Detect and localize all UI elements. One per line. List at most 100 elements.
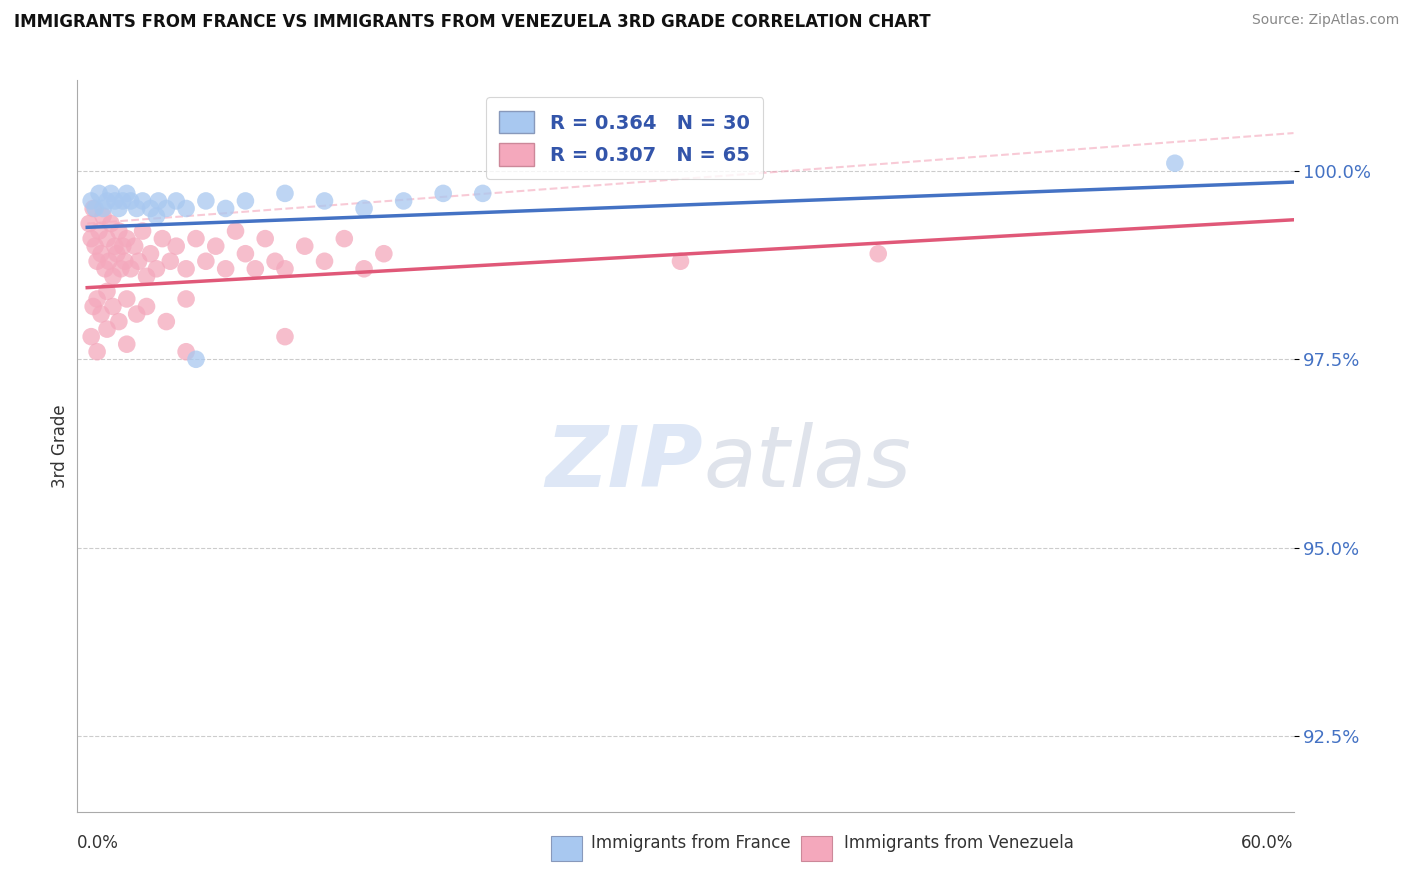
Point: [204, 239, 226, 253]
Point: [87, 224, 110, 238]
Point: [114, 254, 136, 268]
Point: [110, 261, 132, 276]
Point: [82, 202, 104, 216]
Point: [139, 246, 162, 260]
Point: [87, 186, 110, 201]
Point: [314, 254, 336, 268]
Point: [333, 232, 356, 246]
Point: [159, 254, 181, 268]
Point: [174, 344, 197, 359]
Point: [104, 239, 127, 253]
Text: Source: ZipAtlas.com: Source: ZipAtlas.com: [1251, 13, 1399, 28]
Point: [91, 202, 114, 216]
Point: [174, 292, 197, 306]
Point: [139, 202, 162, 216]
Point: [165, 194, 187, 208]
Point: [96, 285, 118, 299]
Point: [100, 186, 122, 201]
Point: [353, 261, 375, 276]
Point: [125, 307, 148, 321]
Point: [108, 202, 131, 216]
Point: [96, 194, 118, 208]
Point: [84, 239, 107, 253]
Point: [392, 194, 415, 208]
Point: [84, 202, 107, 216]
Point: [145, 209, 167, 223]
Point: [111, 194, 134, 208]
Point: [194, 254, 217, 268]
Point: [353, 202, 375, 216]
Point: [91, 209, 114, 223]
Point: [108, 315, 131, 329]
Point: [77, 217, 100, 231]
Point: [150, 232, 173, 246]
Point: [254, 232, 277, 246]
Point: [294, 239, 316, 253]
Point: [128, 254, 150, 268]
Point: [82, 300, 104, 314]
Point: [115, 232, 138, 246]
Point: [115, 186, 138, 201]
Point: [90, 307, 112, 321]
Point: [98, 254, 121, 268]
Point: [115, 292, 138, 306]
Point: [86, 344, 108, 359]
Point: [90, 246, 112, 260]
Point: [124, 239, 146, 253]
Point: [100, 217, 122, 231]
Point: [214, 261, 236, 276]
Point: [174, 261, 197, 276]
Point: [868, 246, 890, 260]
Point: [194, 194, 217, 208]
Point: [111, 239, 134, 253]
Point: [120, 261, 142, 276]
Point: [96, 232, 118, 246]
Point: [135, 300, 157, 314]
Point: [96, 322, 118, 336]
Text: ZIP: ZIP: [546, 422, 703, 506]
Point: [432, 186, 454, 201]
Point: [1164, 156, 1187, 170]
Text: 60.0%: 60.0%: [1241, 834, 1294, 852]
Point: [104, 194, 127, 208]
Point: [131, 224, 153, 238]
Point: [155, 202, 177, 216]
Point: [86, 292, 108, 306]
Text: 0.0%: 0.0%: [77, 834, 120, 852]
Point: [314, 194, 336, 208]
Point: [471, 186, 494, 201]
Point: [145, 261, 167, 276]
Point: [135, 269, 157, 284]
Point: [184, 352, 207, 367]
Text: atlas: atlas: [703, 422, 911, 506]
Point: [105, 246, 128, 260]
Point: [101, 300, 124, 314]
Point: [274, 329, 297, 343]
Text: Immigrants from Venezuela: Immigrants from Venezuela: [844, 834, 1073, 852]
Point: [214, 202, 236, 216]
Point: [148, 194, 170, 208]
Point: [86, 254, 108, 268]
Point: [264, 254, 287, 268]
Point: [131, 194, 153, 208]
Point: [225, 224, 247, 238]
Text: IMMIGRANTS FROM FRANCE VS IMMIGRANTS FROM VENEZUELA 3RD GRADE CORRELATION CHART: IMMIGRANTS FROM FRANCE VS IMMIGRANTS FRO…: [14, 13, 931, 31]
Point: [80, 329, 103, 343]
Point: [80, 232, 103, 246]
Point: [274, 186, 297, 201]
Point: [80, 194, 103, 208]
Point: [120, 194, 142, 208]
Point: [235, 194, 257, 208]
Point: [165, 239, 187, 253]
Point: [108, 224, 131, 238]
Point: [235, 246, 257, 260]
Point: [125, 202, 148, 216]
Point: [101, 269, 124, 284]
Point: [373, 246, 395, 260]
Legend: R = 0.364   N = 30, R = 0.307   N = 65: R = 0.364 N = 30, R = 0.307 N = 65: [486, 97, 763, 179]
Text: Immigrants from France: Immigrants from France: [591, 834, 790, 852]
Point: [94, 261, 117, 276]
Point: [184, 232, 207, 246]
Point: [245, 261, 267, 276]
Y-axis label: 3rd Grade: 3rd Grade: [51, 404, 69, 488]
